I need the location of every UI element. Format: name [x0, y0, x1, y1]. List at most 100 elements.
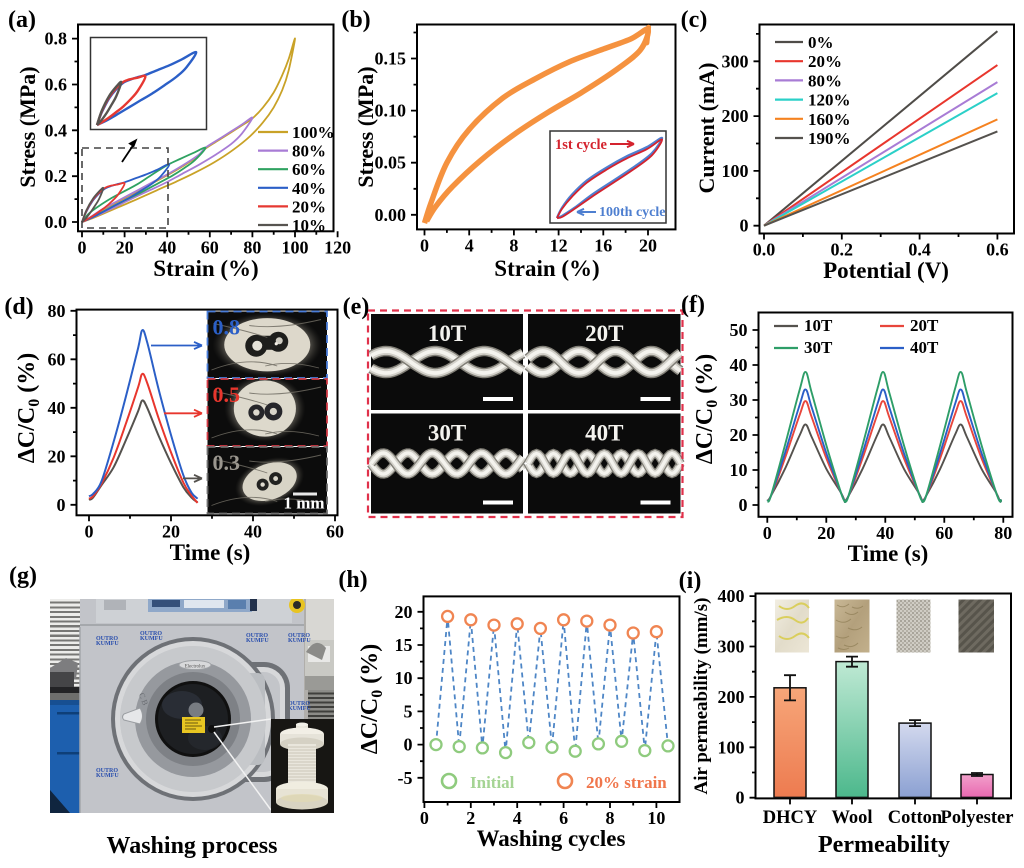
- svg-text:Stress (MPa): Stress (MPa): [15, 66, 40, 187]
- svg-text:0.10: 0.10: [375, 101, 407, 121]
- svg-text:50: 50: [730, 320, 748, 340]
- svg-text:10: 10: [395, 668, 413, 688]
- svg-text:200: 200: [722, 106, 749, 126]
- svg-text:0.6: 0.6: [986, 240, 1009, 260]
- svg-text:0.05: 0.05: [375, 153, 407, 173]
- svg-text:Initial: Initial: [470, 773, 515, 792]
- svg-text:20: 20: [116, 237, 134, 257]
- svg-text:30T: 30T: [428, 421, 466, 446]
- svg-text:Stress (MPa): Stress (MPa): [353, 66, 378, 187]
- svg-text:1st cycle: 1st cycle: [555, 137, 607, 153]
- svg-text:80: 80: [243, 237, 261, 257]
- svg-text:Polyester: Polyester: [941, 808, 1014, 828]
- svg-text:(h): (h): [338, 567, 367, 593]
- svg-text:0.00: 0.00: [375, 205, 407, 225]
- svg-text:(e): (e): [343, 294, 370, 320]
- svg-text:-5: -5: [398, 768, 413, 788]
- svg-text:6: 6: [559, 808, 568, 828]
- svg-text:0: 0: [57, 495, 66, 515]
- svg-text:40: 40: [158, 237, 176, 257]
- svg-text:0.2: 0.2: [45, 166, 68, 186]
- svg-text:160%: 160%: [808, 110, 851, 129]
- svg-text:400: 400: [718, 586, 745, 606]
- svg-text:DHCY: DHCY: [763, 808, 818, 828]
- svg-text:0%: 0%: [808, 33, 834, 52]
- svg-text:0.8: 0.8: [213, 315, 241, 340]
- svg-text:120: 120: [324, 237, 351, 257]
- svg-text:Time (s): Time (s): [848, 541, 929, 566]
- svg-text:(g): (g): [9, 563, 37, 589]
- svg-text:30T: 30T: [804, 338, 833, 357]
- svg-text:ΔC/C0 (%): ΔC/C0 (%): [14, 353, 43, 463]
- svg-text:0.0: 0.0: [753, 240, 776, 260]
- svg-text:100%: 100%: [292, 123, 335, 142]
- svg-text:4: 4: [465, 235, 474, 255]
- svg-text:300: 300: [718, 637, 745, 657]
- svg-text:20T: 20T: [910, 316, 939, 335]
- svg-text:1 mm: 1 mm: [283, 494, 324, 513]
- svg-text:80: 80: [48, 301, 66, 321]
- svg-text:80: 80: [994, 523, 1012, 543]
- svg-text:(a): (a): [8, 7, 36, 33]
- svg-text:80%: 80%: [808, 71, 842, 90]
- svg-text:60: 60: [48, 349, 66, 369]
- svg-text:8: 8: [509, 235, 518, 255]
- svg-text:60: 60: [326, 521, 344, 541]
- svg-text:20: 20: [395, 602, 413, 622]
- svg-text:100: 100: [718, 737, 745, 757]
- svg-text:0.0: 0.0: [45, 212, 68, 232]
- svg-text:0: 0: [763, 523, 772, 543]
- svg-text:Wool: Wool: [831, 808, 872, 828]
- svg-text:40%: 40%: [292, 179, 326, 198]
- svg-text:ΔC/C0 (%): ΔC/C0 (%): [692, 354, 721, 464]
- svg-text:100th cycle: 100th cycle: [599, 205, 665, 220]
- svg-text:(d): (d): [4, 294, 33, 320]
- svg-text:40: 40: [48, 398, 66, 418]
- svg-text:200: 200: [718, 687, 745, 707]
- svg-text:120%: 120%: [808, 91, 851, 110]
- svg-text:(f): (f): [681, 292, 705, 318]
- svg-text:Time (s): Time (s): [170, 540, 251, 565]
- svg-text:20%: 20%: [808, 52, 842, 71]
- svg-text:300: 300: [722, 51, 749, 71]
- svg-text:10T: 10T: [428, 321, 466, 346]
- svg-text:Air permeability (mm/s): Air permeability (mm/s): [691, 598, 712, 795]
- svg-text:0: 0: [404, 735, 413, 755]
- svg-text:0: 0: [736, 788, 745, 808]
- svg-text:0.6: 0.6: [45, 75, 68, 95]
- svg-text:0.15: 0.15: [375, 49, 407, 69]
- svg-text:10: 10: [647, 808, 665, 828]
- svg-text:5: 5: [404, 701, 413, 721]
- svg-text:30: 30: [730, 390, 748, 410]
- svg-text:(i): (i): [679, 568, 702, 594]
- svg-text:12: 12: [550, 235, 568, 255]
- svg-text:0.2: 0.2: [831, 240, 854, 260]
- svg-text:ΔC/C0 (%): ΔC/C0 (%): [357, 644, 386, 754]
- svg-text:4: 4: [513, 808, 522, 828]
- svg-text:60: 60: [201, 237, 219, 257]
- svg-text:10%: 10%: [292, 216, 326, 235]
- svg-text:Electrolux: Electrolux: [185, 665, 206, 670]
- svg-text:0.4: 0.4: [45, 120, 68, 140]
- svg-text:(b): (b): [341, 7, 370, 33]
- svg-text:(c): (c): [681, 7, 708, 33]
- svg-text:Permeability: Permeability: [818, 832, 950, 858]
- svg-text:0: 0: [420, 808, 429, 828]
- svg-text:80%: 80%: [292, 142, 326, 161]
- svg-text:10: 10: [730, 460, 748, 480]
- svg-text:190%: 190%: [808, 129, 851, 148]
- svg-text:20: 20: [817, 523, 835, 543]
- svg-text:40T: 40T: [910, 338, 939, 357]
- svg-text:16: 16: [594, 235, 612, 255]
- svg-text:2: 2: [466, 808, 475, 828]
- svg-text:Washing process: Washing process: [107, 833, 278, 859]
- svg-text:Strain (%): Strain (%): [153, 256, 258, 281]
- svg-text:0.8: 0.8: [45, 29, 68, 49]
- svg-text:15: 15: [395, 635, 413, 655]
- svg-text:60%: 60%: [292, 160, 326, 179]
- svg-text:10T: 10T: [804, 316, 833, 335]
